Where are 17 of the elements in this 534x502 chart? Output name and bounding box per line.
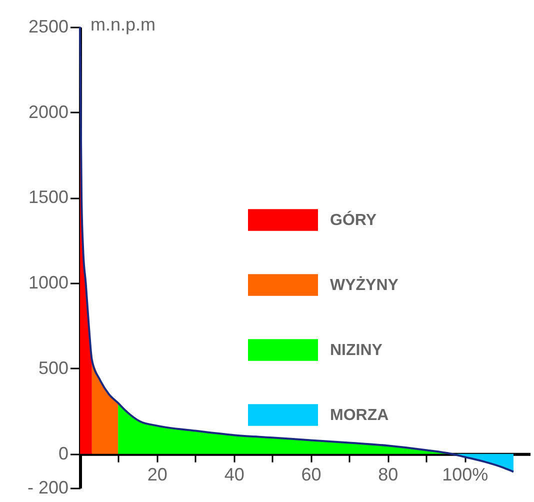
legend-label: NIZINY <box>330 342 383 359</box>
x-tick-label: 20 <box>147 464 168 484</box>
x-tick-label: 100% <box>442 464 488 484</box>
y-tick-label: 2500 <box>28 16 68 36</box>
x-tick-label: 60 <box>301 464 322 484</box>
y-tick-label: 0 <box>58 443 68 464</box>
y-tick-label: 1500 <box>28 187 68 208</box>
x-tick-label: 40 <box>224 464 244 484</box>
y-axis-title: m.n.p.m <box>90 14 156 34</box>
x-tick-label: 80 <box>378 464 398 484</box>
y-tick-label: 500 <box>38 358 68 378</box>
y-tick-label: - 200 <box>27 478 68 498</box>
y-tick-label: 2000 <box>28 102 68 122</box>
legend-label: MORZA <box>330 407 390 424</box>
legend-label: GÓRY <box>330 210 377 229</box>
y-tick-label: 1000 <box>28 272 68 293</box>
legend-label: WYŻYNY <box>330 276 399 294</box>
